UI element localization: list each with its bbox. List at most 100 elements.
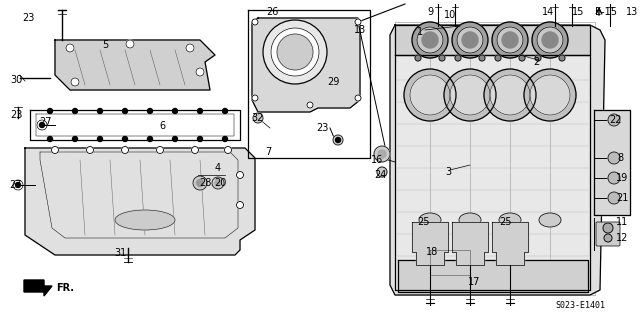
Text: 27: 27 [39,117,51,127]
Text: 6: 6 [159,121,165,131]
Circle shape [198,137,202,142]
Circle shape [608,172,620,184]
Polygon shape [25,148,255,255]
Circle shape [307,102,313,108]
Circle shape [271,28,319,76]
Polygon shape [412,222,448,265]
Text: 13: 13 [354,25,366,35]
Circle shape [71,78,79,86]
Circle shape [532,22,568,58]
Circle shape [404,69,456,121]
Circle shape [450,75,490,115]
Circle shape [462,32,478,48]
Circle shape [604,234,612,242]
Circle shape [495,55,501,61]
Circle shape [72,137,77,142]
Text: 23: 23 [10,110,22,120]
Circle shape [173,137,177,142]
Circle shape [333,135,343,145]
Polygon shape [398,260,588,292]
Circle shape [355,95,361,101]
Circle shape [417,27,443,53]
Ellipse shape [539,213,561,227]
Polygon shape [252,18,360,112]
Circle shape [439,55,445,61]
Circle shape [97,108,102,114]
Text: 22: 22 [610,115,622,125]
Circle shape [186,44,194,52]
Polygon shape [395,55,590,290]
Text: 28: 28 [199,178,211,188]
Circle shape [277,34,313,70]
Circle shape [410,75,450,115]
Circle shape [537,27,563,53]
Circle shape [97,137,102,142]
Polygon shape [390,25,605,295]
Text: 25: 25 [500,217,512,227]
Circle shape [524,69,576,121]
Circle shape [378,150,386,158]
Circle shape [126,40,134,48]
Circle shape [225,146,232,153]
Circle shape [212,177,224,189]
Circle shape [252,95,258,101]
Circle shape [490,75,530,115]
Text: 1: 1 [417,27,423,37]
Circle shape [535,55,541,61]
Circle shape [374,146,390,162]
Circle shape [412,22,448,58]
Circle shape [492,22,528,58]
Circle shape [86,146,93,153]
Polygon shape [594,110,630,215]
Text: 29: 29 [327,77,339,87]
Text: 26: 26 [266,7,278,17]
Polygon shape [452,222,488,265]
Circle shape [191,146,198,153]
Circle shape [122,146,129,153]
Circle shape [253,113,263,123]
Circle shape [72,108,77,114]
Text: 3: 3 [445,167,451,177]
Ellipse shape [499,213,521,227]
FancyBboxPatch shape [596,222,620,246]
Ellipse shape [459,213,481,227]
Text: 14: 14 [542,7,554,17]
Circle shape [457,27,483,53]
Circle shape [444,69,496,121]
Circle shape [37,120,47,130]
Circle shape [193,176,207,190]
Circle shape [263,20,327,84]
Circle shape [608,152,620,164]
Circle shape [377,167,387,177]
Text: E-15: E-15 [595,7,617,17]
Circle shape [355,19,361,25]
Text: 21: 21 [616,193,628,203]
Text: 11: 11 [616,217,628,227]
Text: 18: 18 [426,247,438,257]
Circle shape [530,75,570,115]
Text: 13: 13 [626,7,638,17]
Text: 4: 4 [215,163,221,173]
Circle shape [455,55,461,61]
Circle shape [252,19,258,25]
Text: 23: 23 [316,123,328,133]
Circle shape [422,32,438,48]
Circle shape [147,108,152,114]
Circle shape [215,180,221,186]
Circle shape [196,180,204,187]
Circle shape [40,122,45,128]
Ellipse shape [115,210,175,230]
Circle shape [237,202,243,209]
Circle shape [223,137,227,142]
Text: FR.: FR. [56,283,74,293]
Circle shape [335,137,340,143]
Circle shape [47,108,52,114]
Text: 2: 2 [533,57,539,67]
Circle shape [51,146,58,153]
Circle shape [13,180,23,190]
Circle shape [479,55,485,61]
Circle shape [497,27,523,53]
Circle shape [157,146,163,153]
Text: 9: 9 [427,7,433,17]
Text: 31: 31 [114,248,126,258]
